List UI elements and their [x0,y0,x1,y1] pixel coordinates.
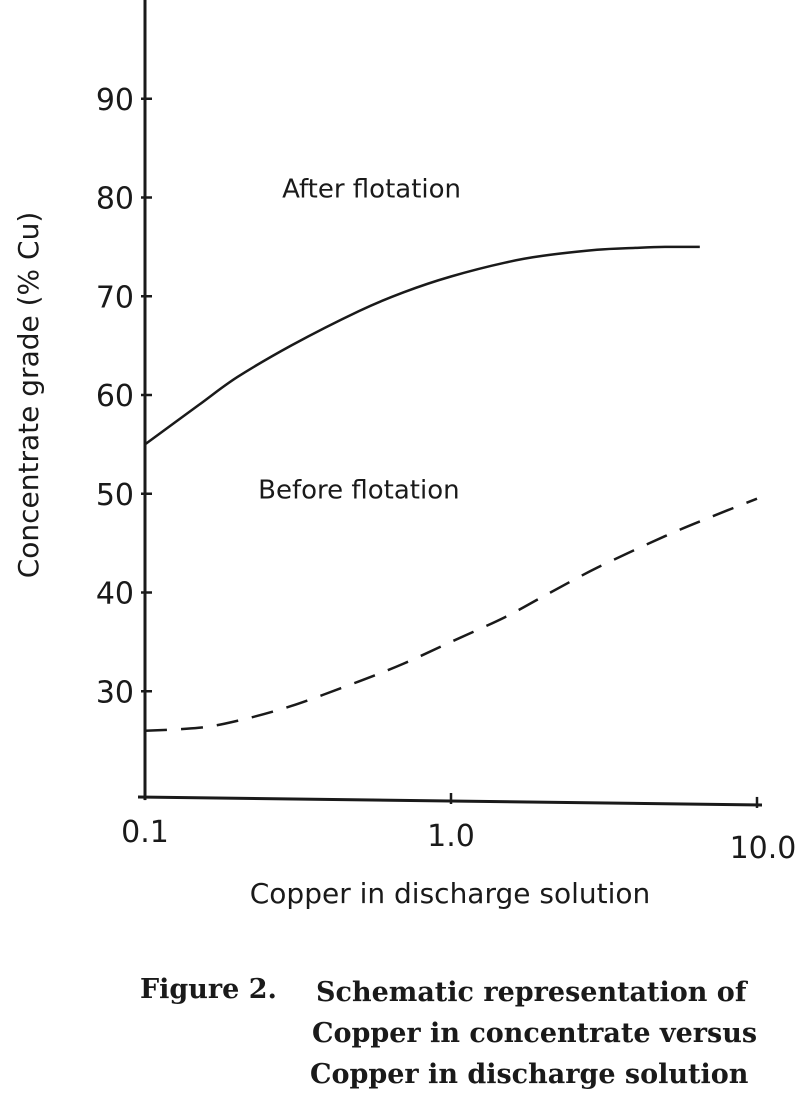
y-tick-label-50: 50 [96,478,134,513]
y-tick-label-30: 30 [96,675,134,710]
caption-line-2: Copper in concentrate versus [312,1018,758,1049]
x-tick-label-10.0: 10.0 [730,831,797,866]
x-ticks: 0.1 1.0 10.0 [121,789,796,866]
series-line-after-flotation [144,245,700,446]
y-tick-label-80: 80 [96,182,134,217]
caption-label: Figure 2. [140,974,277,1005]
y-tick-label-40: 40 [96,577,134,612]
x-tick-label-1.0: 1.0 [427,819,475,854]
curve-label-before-flotation: Before flotation [258,476,460,506]
series-line-before-flotation [144,497,758,733]
x-axis-title: Copper in discharge solution [250,877,651,910]
x-axis: 0.1 1.0 10.0 [121,789,796,866]
y-axis-title: Concentrate grade (% Cu) [12,212,45,579]
y-tick-label-60: 60 [96,379,134,414]
y-tick-label-70: 70 [96,280,134,315]
x-tick-label-0.1: 0.1 [121,815,169,850]
caption-line-3: Copper in discharge solution [310,1059,749,1090]
y-ticks: 30 40 50 60 70 80 90 [96,83,152,710]
series-layer [144,245,758,733]
curve-label-after-flotation: After flotation [282,175,461,205]
y-axis: 30 40 50 60 70 80 90 [96,0,152,800]
y-tick-label-90: 90 [96,83,134,118]
caption-line-1: Schematic representation of [316,977,747,1008]
annotation-layer: After flotation Before flotation [258,175,461,506]
